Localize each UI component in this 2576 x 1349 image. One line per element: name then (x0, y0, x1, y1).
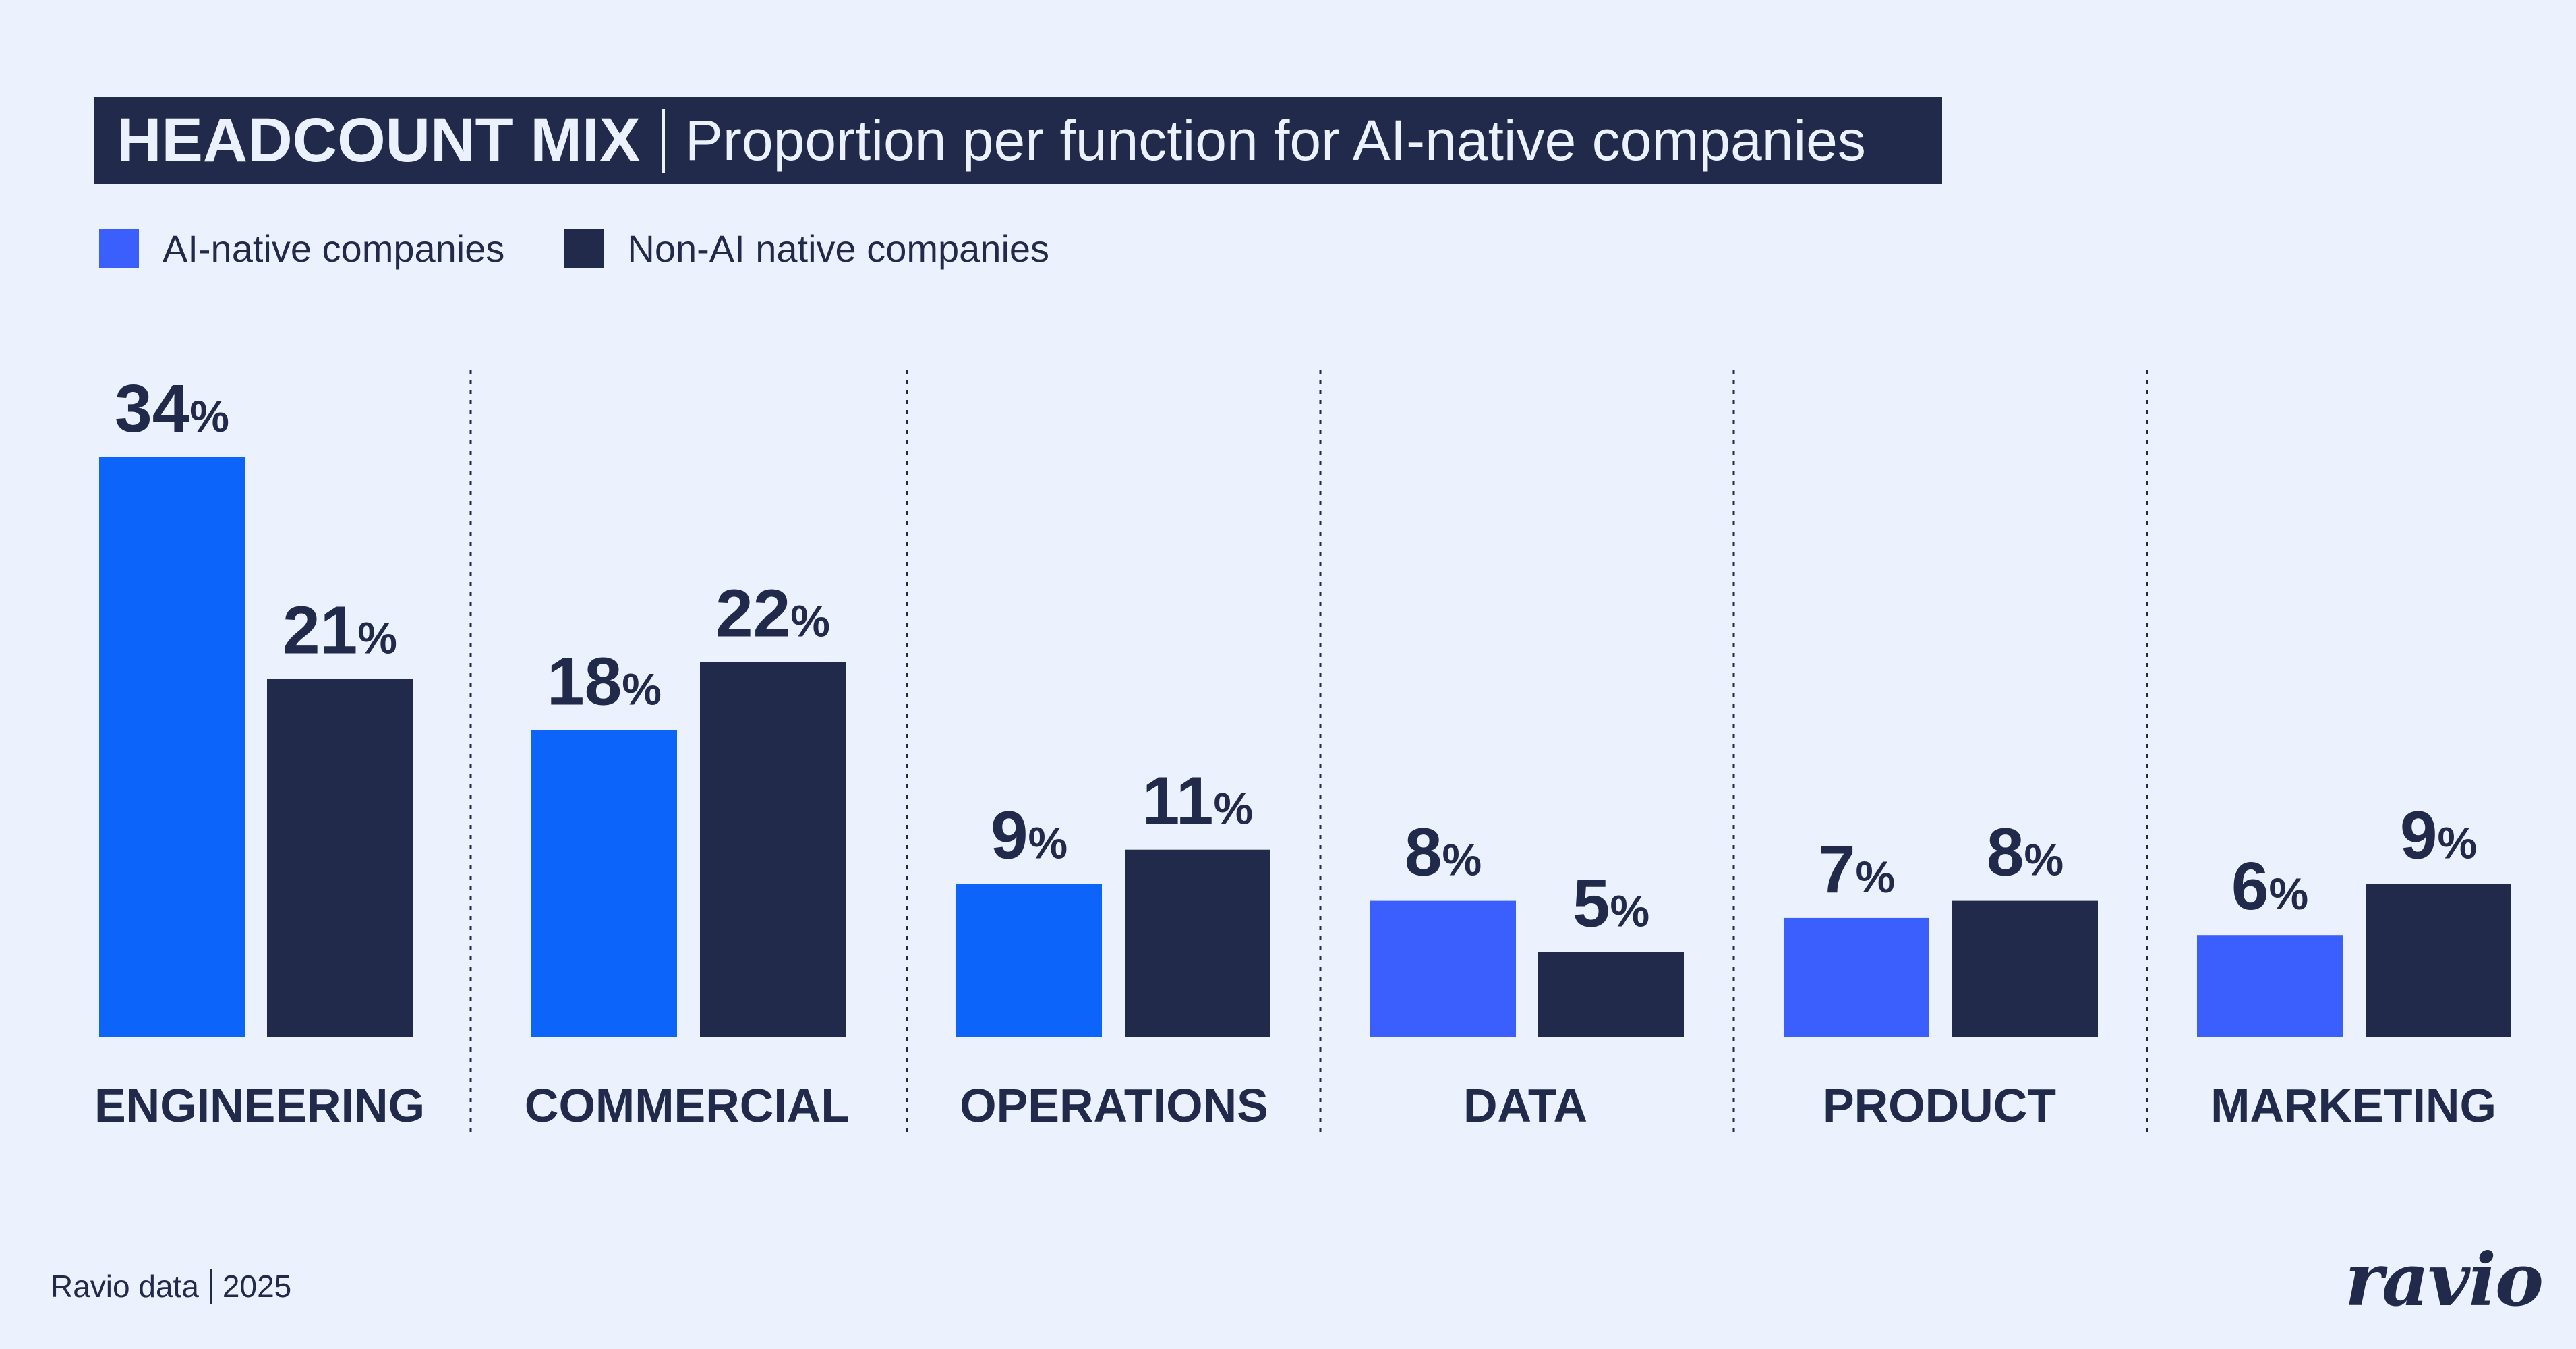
bar-non-ai-native (1125, 849, 1270, 1037)
chart-subtitle: Proportion per function for AI-native co… (684, 109, 1866, 172)
data-label: 8% (1987, 815, 2063, 890)
data-label: 9% (991, 797, 1067, 873)
bar-ai-native (1784, 917, 1929, 1037)
category-label: DATA (1463, 1079, 1587, 1132)
legend-swatch-non-ai-native (564, 229, 604, 268)
legend-label-ai-native: AI-native companies (163, 227, 505, 270)
legend: AI-native companies Non-AI native compan… (99, 227, 1109, 270)
bar-non-ai-native (700, 662, 846, 1037)
title-divider (662, 108, 665, 173)
bar-non-ai-native (2366, 884, 2511, 1037)
legend-label-non-ai-native: Non-AI native companies (627, 227, 1050, 270)
data-label: 6% (2231, 849, 2308, 924)
footer-source: Ravio data (51, 1269, 199, 1304)
legend-item-non-ai-native: Non-AI native companies (564, 227, 1049, 270)
bar-ai-native (2197, 935, 2343, 1037)
bar-ai-native (956, 884, 1102, 1037)
bar-ai-native (1370, 900, 1516, 1037)
chart-title-bar: HEADCOUNT MIX Proportion per function fo… (94, 97, 1942, 184)
bar-ai-native (99, 457, 245, 1037)
category-label: OPERATIONS (960, 1079, 1268, 1132)
chart-title: HEADCOUNT MIX (117, 106, 641, 175)
legend-item-ai-native: AI-native companies (99, 227, 504, 270)
ravio-logo: ravio (2345, 1238, 2544, 1323)
data-label: 21% (283, 593, 397, 668)
category-label: ENGINEERING (94, 1079, 425, 1132)
data-label: 34% (115, 371, 229, 447)
data-label: 9% (2400, 797, 2477, 873)
data-label: 8% (1405, 815, 1482, 890)
category-label: COMMERCIAL (525, 1079, 850, 1132)
footer-year: 2025 (222, 1269, 292, 1304)
data-label: 11% (1142, 764, 1253, 839)
footer-divider (209, 1269, 212, 1304)
category-label: PRODUCT (1823, 1079, 2056, 1132)
bar-non-ai-native (267, 679, 413, 1037)
bar-non-ai-native (1538, 952, 1684, 1037)
bar-non-ai-native (1952, 900, 2098, 1037)
bar-ai-native (531, 730, 677, 1037)
legend-swatch-ai-native (99, 229, 139, 268)
data-label: 5% (1573, 866, 1649, 942)
data-label: 7% (1818, 832, 1895, 907)
category-label: MARKETING (2211, 1079, 2496, 1132)
data-label: 22% (715, 575, 830, 651)
footer: Ravio data 2025 (51, 1268, 291, 1304)
data-label: 18% (547, 644, 662, 720)
